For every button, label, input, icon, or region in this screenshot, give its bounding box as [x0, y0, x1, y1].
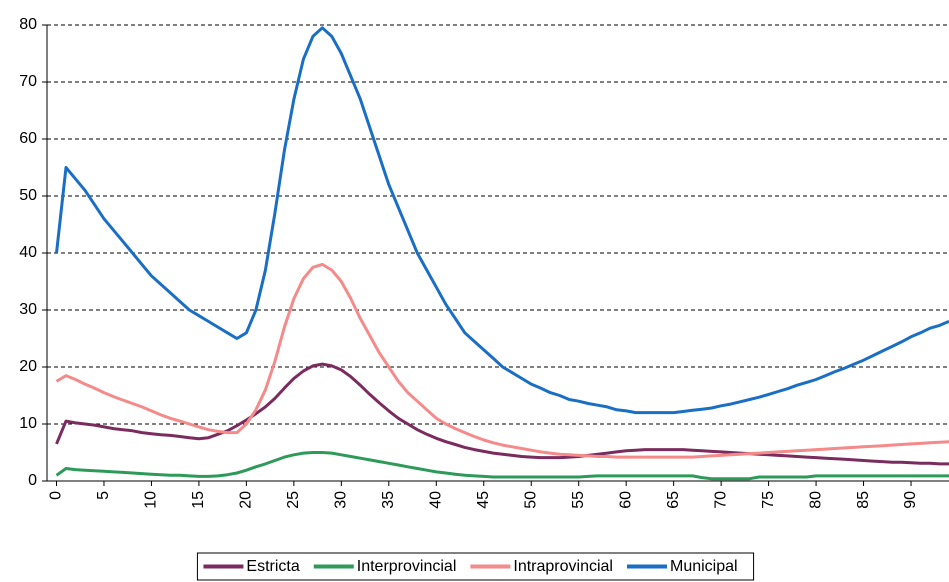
- series-line: [55, 262, 949, 459]
- y-tick-label: 50: [19, 187, 37, 204]
- legend-label: Estricta: [246, 558, 299, 575]
- x-tick-label: 15: [190, 491, 207, 509]
- y-tick-label: 60: [19, 130, 37, 147]
- x-tick-label: 10: [143, 491, 160, 509]
- x-tick-label: 80: [807, 491, 824, 509]
- x-tick-label: 90: [902, 491, 919, 509]
- y-tick-label: 10: [19, 415, 37, 432]
- y-tick-label: 80: [19, 16, 37, 33]
- x-tick-label: 25: [285, 491, 302, 509]
- x-tick-label: 0: [48, 491, 65, 500]
- legend-label: Intraprovincial: [513, 558, 613, 575]
- x-tick-label: 20: [238, 491, 255, 509]
- y-tick-label: 70: [19, 73, 37, 90]
- y-tick-label: 40: [19, 244, 37, 261]
- series-line: [55, 26, 949, 415]
- y-tick-label: 20: [19, 358, 37, 375]
- x-tick-label: 50: [522, 491, 539, 509]
- y-tick-label: 0: [28, 472, 37, 489]
- x-tick-label: 75: [760, 491, 777, 509]
- x-tick-label: 5: [95, 491, 112, 500]
- x-tick-label: 40: [428, 491, 445, 509]
- x-tick-label: 45: [475, 491, 492, 509]
- series-line: [55, 451, 949, 481]
- x-tick-label: 55: [570, 491, 587, 509]
- x-tick-label: 60: [617, 491, 634, 509]
- x-tick-label: 85: [855, 491, 872, 509]
- x-tick-label: 65: [665, 491, 682, 509]
- legend-label: Interprovincial: [357, 558, 457, 575]
- x-tick-label: 70: [712, 491, 729, 509]
- series-line: [55, 362, 949, 466]
- y-tick-label: 30: [19, 301, 37, 318]
- x-tick-label: 30: [333, 491, 350, 509]
- legend-label: Municipal: [670, 558, 738, 575]
- x-tick-label: 35: [380, 491, 397, 509]
